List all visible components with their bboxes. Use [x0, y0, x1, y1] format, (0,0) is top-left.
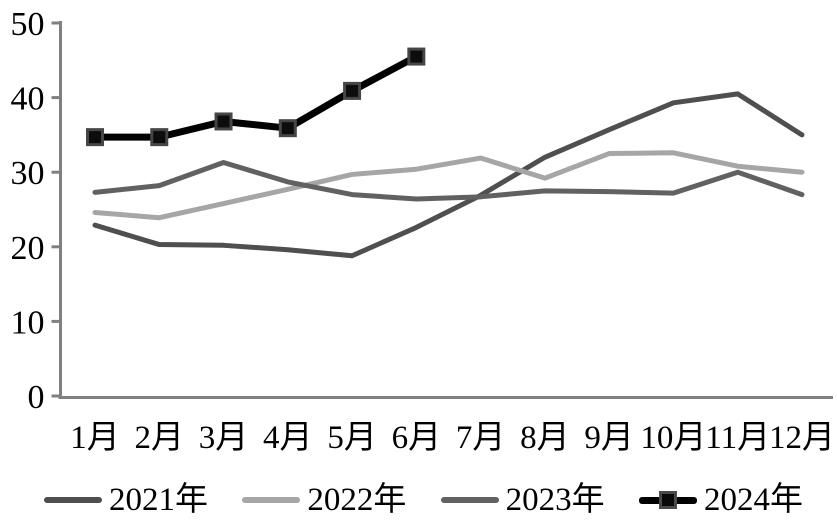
legend-label: 2024年 — [703, 482, 803, 518]
legend-label: 2021年 — [109, 482, 208, 518]
series-line-2022年 — [92, 150, 805, 221]
series-line-2021年 — [92, 91, 805, 259]
legend-line-swatch — [44, 497, 102, 503]
legend-label: 2022年 — [307, 482, 407, 518]
data-point-marker-2024年 — [407, 47, 426, 66]
series-line-2024年 — [91, 53, 420, 141]
y-axis-tick-label: 10 — [11, 304, 45, 341]
legend-item-2021年: 2021年 — [44, 478, 208, 522]
legend-item-2024年: 2024年 — [638, 478, 803, 522]
x-axis-label: 7月 — [456, 420, 506, 456]
y-axis-tick-label: 20 — [11, 230, 45, 267]
y-axis-tick-label: 30 — [11, 155, 45, 192]
legend-label: 2023年 — [505, 482, 605, 518]
series-line-2023年 — [92, 160, 805, 202]
legend-item-2022年: 2022年 — [242, 478, 406, 522]
y-axis-tick-label: 50 — [11, 6, 45, 43]
x-axis-label: 12月 — [769, 420, 835, 456]
data-point-marker-2024年 — [343, 81, 362, 100]
x-axis-label: 5月 — [327, 420, 377, 456]
x-axis-label: 2月 — [135, 420, 185, 456]
data-point-marker-2024年 — [150, 128, 169, 147]
x-axis-label: 9月 — [584, 420, 634, 456]
x-axis-label: 8月 — [520, 420, 570, 456]
x-axis-label: 1月 — [70, 420, 120, 456]
legend-line-swatch — [440, 497, 499, 503]
legend-line-swatch — [242, 497, 301, 503]
data-point-marker-2024年 — [86, 128, 104, 147]
y-axis-tick-label: 40 — [11, 81, 45, 118]
x-axis-label: 3月 — [199, 420, 249, 456]
x-axis-label: 4月 — [263, 420, 313, 456]
x-axis-label: 10月 — [640, 420, 706, 456]
y-axis-tick-label: 0 — [28, 379, 45, 416]
legend-square-marker-icon — [658, 491, 677, 509]
legend-line-swatch — [638, 491, 697, 509]
x-axis-label: 6月 — [392, 420, 442, 456]
chart-legend: 2021年 2022年 2023年 2024年 — [0, 478, 837, 522]
legend-item-2023年: 2023年 — [440, 478, 605, 522]
data-point-marker-2024年 — [278, 119, 297, 138]
x-axis-label: 11月 — [705, 420, 770, 456]
data-point-marker-2024年 — [214, 112, 233, 131]
